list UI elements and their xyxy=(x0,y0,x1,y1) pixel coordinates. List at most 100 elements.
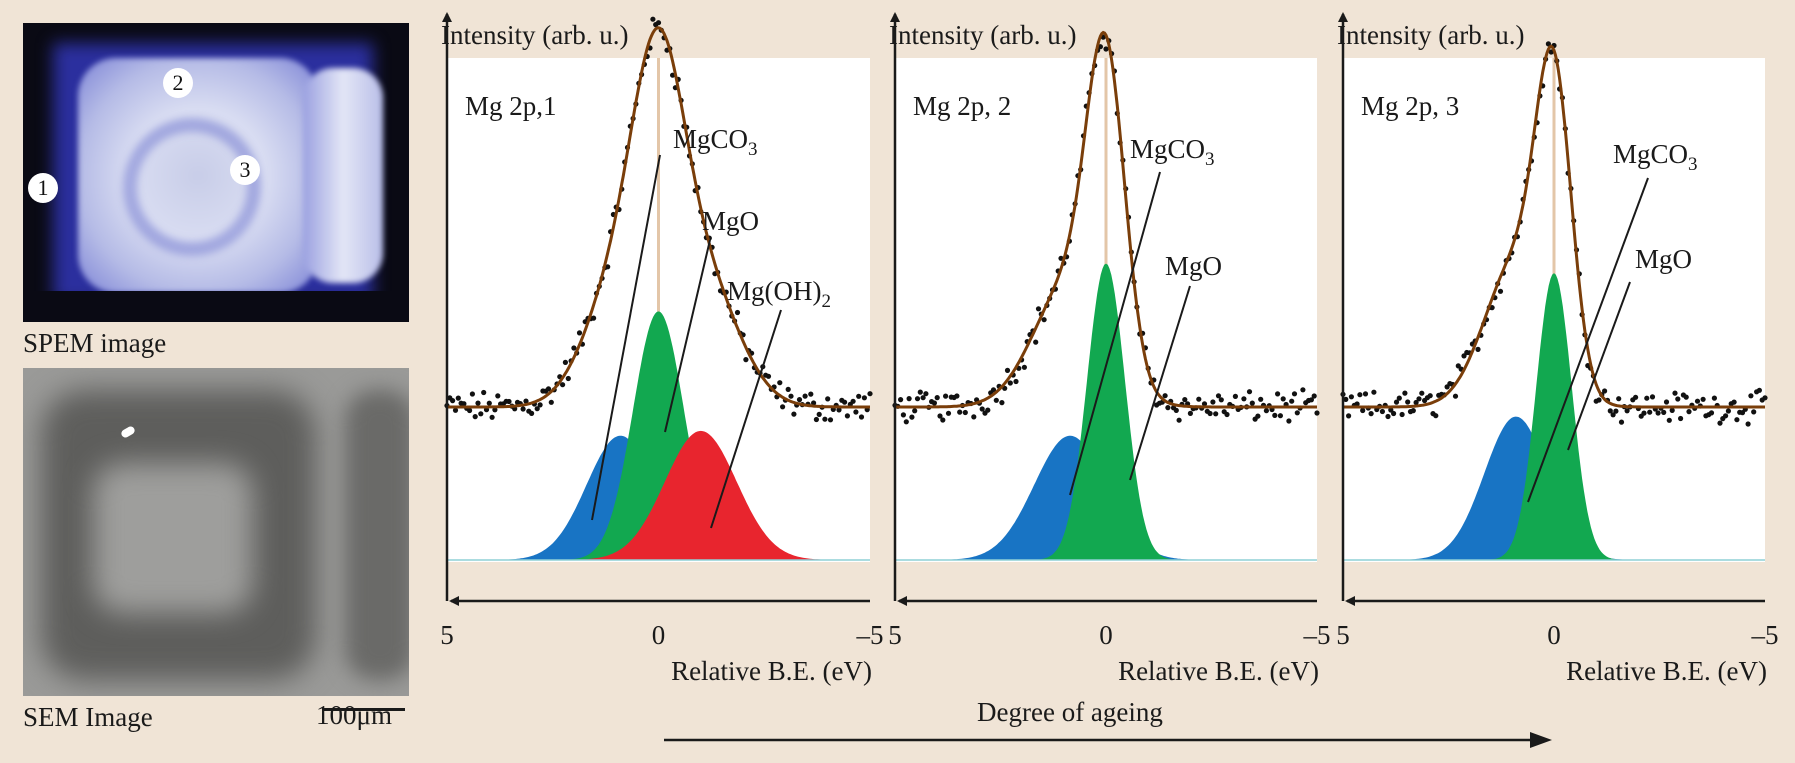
data-point xyxy=(1596,397,1602,403)
data-point xyxy=(1196,396,1202,402)
data-point xyxy=(1725,408,1731,414)
data-point xyxy=(492,407,498,413)
data-point xyxy=(1675,396,1681,402)
spem-marker-3: 3 xyxy=(230,155,260,185)
data-point xyxy=(1289,398,1295,404)
component-leader-line xyxy=(1567,281,1631,451)
ageing-arrow xyxy=(664,732,1552,748)
data-point xyxy=(1311,393,1317,399)
data-point xyxy=(467,407,473,414)
data-point xyxy=(940,417,946,423)
data-point xyxy=(937,413,943,419)
data-point xyxy=(1649,394,1656,400)
data-point xyxy=(1291,391,1298,397)
data-point xyxy=(909,414,915,420)
data-point xyxy=(1391,410,1397,417)
data-point xyxy=(1669,407,1675,413)
data-point xyxy=(931,400,938,406)
data-point xyxy=(1021,364,1027,370)
data-point xyxy=(1613,408,1619,414)
data-point xyxy=(1663,399,1670,405)
data-point xyxy=(1362,391,1369,397)
data-point xyxy=(971,414,977,420)
data-point xyxy=(1249,400,1255,406)
data-point xyxy=(486,400,492,406)
component-label: MgCO3 xyxy=(1130,134,1215,170)
data-point xyxy=(1187,410,1193,416)
data-point xyxy=(780,404,786,410)
component-leader-line xyxy=(1527,177,1649,503)
data-point xyxy=(1308,397,1314,403)
data-point xyxy=(825,396,831,402)
data-point xyxy=(1618,419,1625,425)
data-point xyxy=(861,395,868,401)
data-point xyxy=(1294,410,1300,416)
data-point xyxy=(1734,417,1740,423)
data-point xyxy=(1162,393,1168,399)
scale-bar xyxy=(323,708,405,711)
data-point xyxy=(1286,418,1292,424)
x-tick-label: 5 xyxy=(888,620,902,650)
x-tick-label: 0 xyxy=(1099,620,1113,650)
x-tick-label: –5 xyxy=(856,620,884,650)
data-point xyxy=(1497,288,1504,294)
data-point xyxy=(529,410,535,416)
component-mgoh2 xyxy=(447,430,870,560)
data-point xyxy=(1433,413,1439,419)
x-axis-label: Relative B.E. (eV) xyxy=(1118,656,1319,686)
data-point xyxy=(1354,401,1360,407)
data-point xyxy=(1357,392,1363,398)
chart-layer: Intensity (arb. u.) Mg 2p,1 5 0 –5 Relative B… xyxy=(440,12,1779,686)
data-point xyxy=(1218,397,1224,403)
data-point xyxy=(452,407,459,413)
data-point xyxy=(1255,413,1261,419)
data-point xyxy=(1173,407,1179,413)
component-mgo xyxy=(895,263,1317,560)
data-point xyxy=(1655,410,1661,416)
data-point xyxy=(1246,389,1253,395)
data-point xyxy=(906,396,912,402)
chart-panel-3: Intensity (arb. u.) Mg 2p, 3 5 0 –5 Relative … xyxy=(1336,12,1779,686)
data-point xyxy=(1678,415,1684,422)
data-point xyxy=(450,398,456,404)
data-point xyxy=(1277,413,1283,419)
spem-bottom-band xyxy=(23,291,409,322)
x-tick-label: 5 xyxy=(440,620,454,650)
data-point xyxy=(917,389,923,395)
data-point xyxy=(1385,413,1391,420)
y-axis-label: Intensity (arb. u.) xyxy=(1337,20,1524,50)
data-point xyxy=(1661,409,1667,415)
x-tick-label: –5 xyxy=(1303,620,1331,650)
spem-image: 1 2 3 xyxy=(23,23,409,322)
data-point xyxy=(1694,398,1701,404)
data-point xyxy=(1607,408,1613,414)
data-point xyxy=(1686,409,1692,415)
component-leader-line xyxy=(664,239,711,433)
data-point xyxy=(1280,396,1286,402)
component-leader-line xyxy=(1069,171,1161,496)
data-point xyxy=(1748,393,1754,399)
data-point xyxy=(1272,412,1278,418)
data-point xyxy=(816,411,822,417)
data-point xyxy=(856,393,862,399)
data-point xyxy=(1343,396,1349,402)
component-label: MgO xyxy=(1635,244,1692,274)
data-point xyxy=(1633,394,1639,400)
data-point xyxy=(912,408,918,414)
x-axis-label: Relative B.E. (eV) xyxy=(1566,656,1767,686)
data-point xyxy=(1745,421,1751,427)
data-point xyxy=(822,416,828,422)
component-label: Mg(OH)2 xyxy=(727,276,831,312)
fit-curve xyxy=(895,30,1317,409)
data-point xyxy=(461,401,467,407)
data-point xyxy=(1201,401,1208,407)
data-point xyxy=(957,409,963,415)
data-point xyxy=(591,315,597,321)
data-point xyxy=(1275,391,1281,397)
data-point xyxy=(1419,390,1425,396)
data-point xyxy=(1041,317,1047,323)
data-point xyxy=(903,419,909,425)
sem-caption: SEM Image xyxy=(23,702,153,732)
data-point xyxy=(943,393,949,399)
panel-title: Mg 2p,1 xyxy=(465,91,557,121)
